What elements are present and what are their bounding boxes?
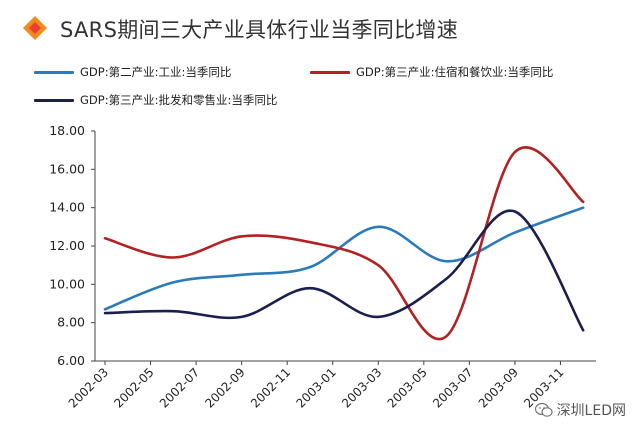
y-tick-label: 8.00 [57, 315, 85, 330]
legend-label-retail: GDP:第三产业:批发和零售业:当季同比 [80, 93, 278, 107]
legend-label-hospitality: GDP:第三产业:住宿和餐饮业:当季同比 [356, 65, 554, 79]
x-tick-label: 2002-07 [157, 365, 202, 410]
legend-item-hospitality: GDP:第三产业:住宿和餐饮业:当季同比 [310, 64, 553, 80]
chart-title: SARS期间三大产业具体行业当季同比增速 [60, 18, 459, 42]
series-line-industry [103, 206, 585, 311]
x-tick-label: 2003-07 [430, 365, 475, 410]
x-tick-label: 2003-05 [385, 365, 430, 410]
x-tick-label: 2002-09 [202, 365, 247, 410]
x-tick-label: 2002-03 [66, 365, 111, 410]
legend-item-industry: GDP:第二产业:工业:当季同比 [34, 64, 231, 80]
x-tick-label: 2003-09 [476, 365, 521, 410]
x-tick-label: 2003-03 [339, 365, 384, 410]
series-line-hospitality [103, 146, 585, 341]
legend-swatch-industry [34, 70, 74, 74]
brand-logo-icon [23, 16, 47, 40]
y-tick-label: 14.00 [49, 200, 85, 215]
watermark: 深圳LED网 [534, 400, 626, 420]
legend-swatch-retail [34, 98, 74, 102]
legend-item-retail: GDP:第三产业:批发和零售业:当季同比 [34, 92, 277, 108]
x-tick-label: 2002-05 [111, 365, 156, 410]
y-tick-label: 10.00 [49, 276, 85, 291]
chart-header: SARS期间三大产业具体行业当季同比增速 [0, 0, 640, 56]
series-line-retail [103, 209, 585, 332]
wechat-icon [534, 402, 553, 417]
chart-legend: GDP:第二产业:工业:当季同比 GDP:第三产业:住宿和餐饮业:当季同比 GD… [0, 56, 640, 116]
y-tick-label: 18.00 [49, 123, 85, 138]
y-tick-label: 16.00 [49, 161, 85, 176]
y-tick-label: 12.00 [49, 238, 85, 253]
x-tick-label: 2003-01 [293, 365, 338, 410]
legend-label-industry: GDP:第二产业:工业:当季同比 [80, 65, 232, 79]
watermark-text: 深圳LED网 [556, 403, 626, 419]
x-tick-label: 2002-11 [248, 365, 293, 410]
y-tick-label: 6.00 [57, 353, 85, 368]
legend-swatch-hospitality [310, 70, 350, 74]
